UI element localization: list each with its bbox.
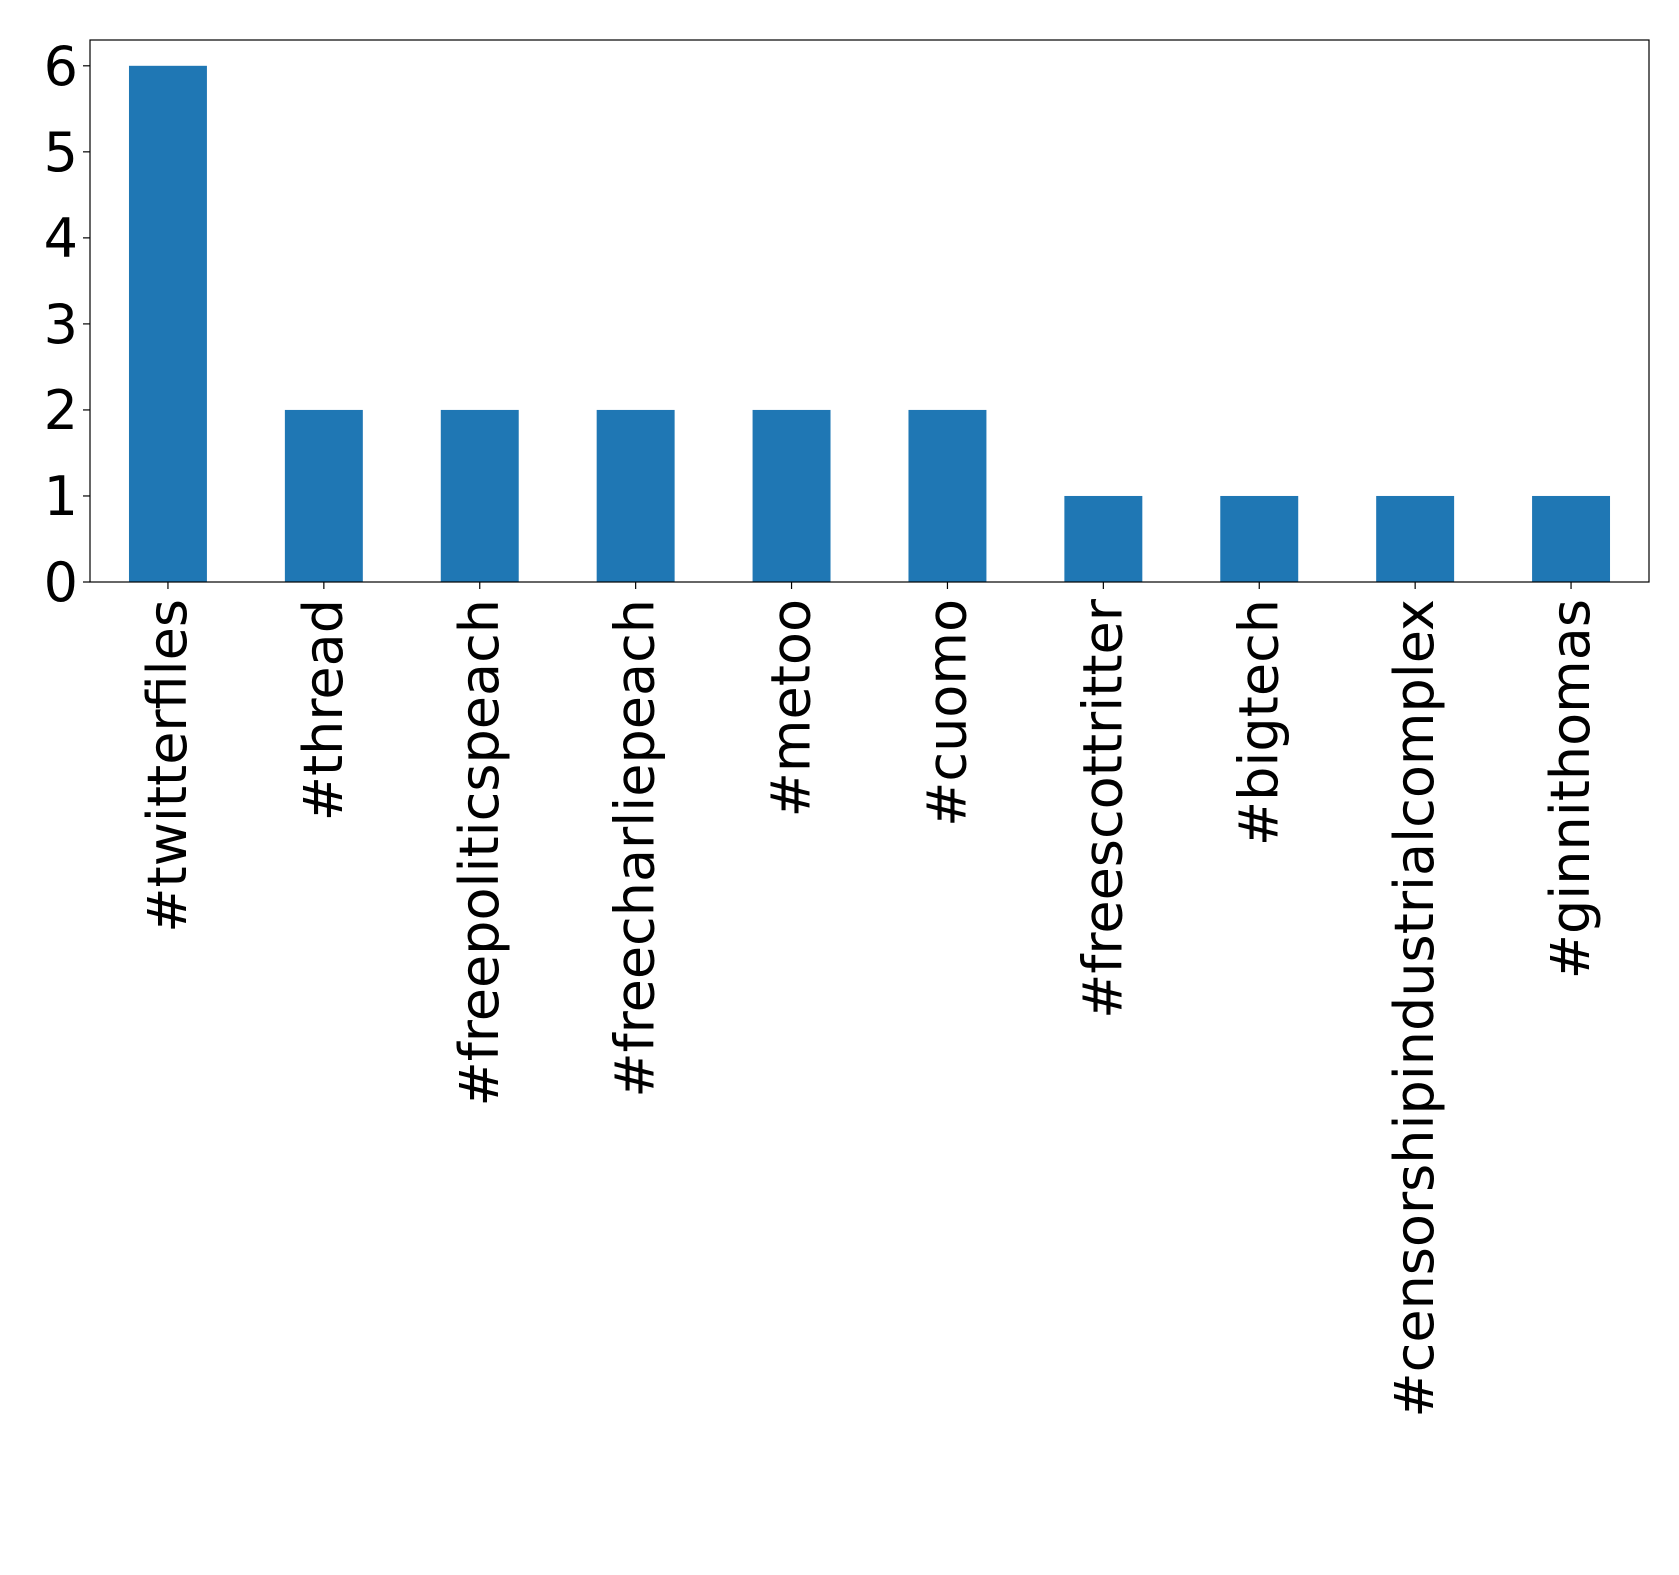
y-tick-label: 1 (44, 465, 78, 528)
y-tick-label: 2 (44, 379, 78, 442)
y-tick-label: 6 (44, 35, 78, 98)
bar-freepoliticspeach (440, 409, 519, 582)
x-tick-label: #freecharliepeach (604, 599, 667, 1098)
bar-freescottritter (1064, 495, 1143, 582)
bar-censorshipindustrialcomplex (1376, 495, 1455, 582)
x-tick-label: #twitterfiles (136, 599, 199, 933)
y-tick-label: 0 (44, 551, 78, 614)
bar-thread (284, 409, 363, 582)
bar-twitterfiles (128, 65, 207, 583)
x-tick-label: #thread (292, 599, 355, 821)
x-tick-label: #ginnithomas (1539, 599, 1602, 979)
y-tick-label: 5 (44, 121, 78, 184)
plot-frame (89, 39, 1650, 583)
x-tick-label: #censorshipindustrialcomplex (1383, 599, 1446, 1418)
y-tick-label: 4 (44, 207, 78, 270)
x-tick-label: #bigtech (1227, 599, 1290, 846)
bar-ginnithomas (1532, 495, 1611, 582)
x-tick-label: #cuomo (915, 599, 978, 827)
bars-group (128, 65, 1611, 583)
bar-cuomo (908, 409, 987, 582)
x-tick-label: #freepoliticspeach (448, 599, 511, 1107)
y-axis: 0 1 2 3 4 5 6 (44, 35, 90, 614)
x-axis: #twitterfiles #thread #freepoliticspeach #f… (136, 582, 1602, 1418)
bar-bigtech (1220, 495, 1299, 582)
x-tick-label: #metoo (760, 599, 823, 817)
bar-freecharliepeach (596, 409, 675, 582)
x-tick-label: #freescottritter (1071, 598, 1134, 1019)
y-tick-label: 3 (44, 293, 78, 356)
bar-metoo (752, 409, 831, 582)
